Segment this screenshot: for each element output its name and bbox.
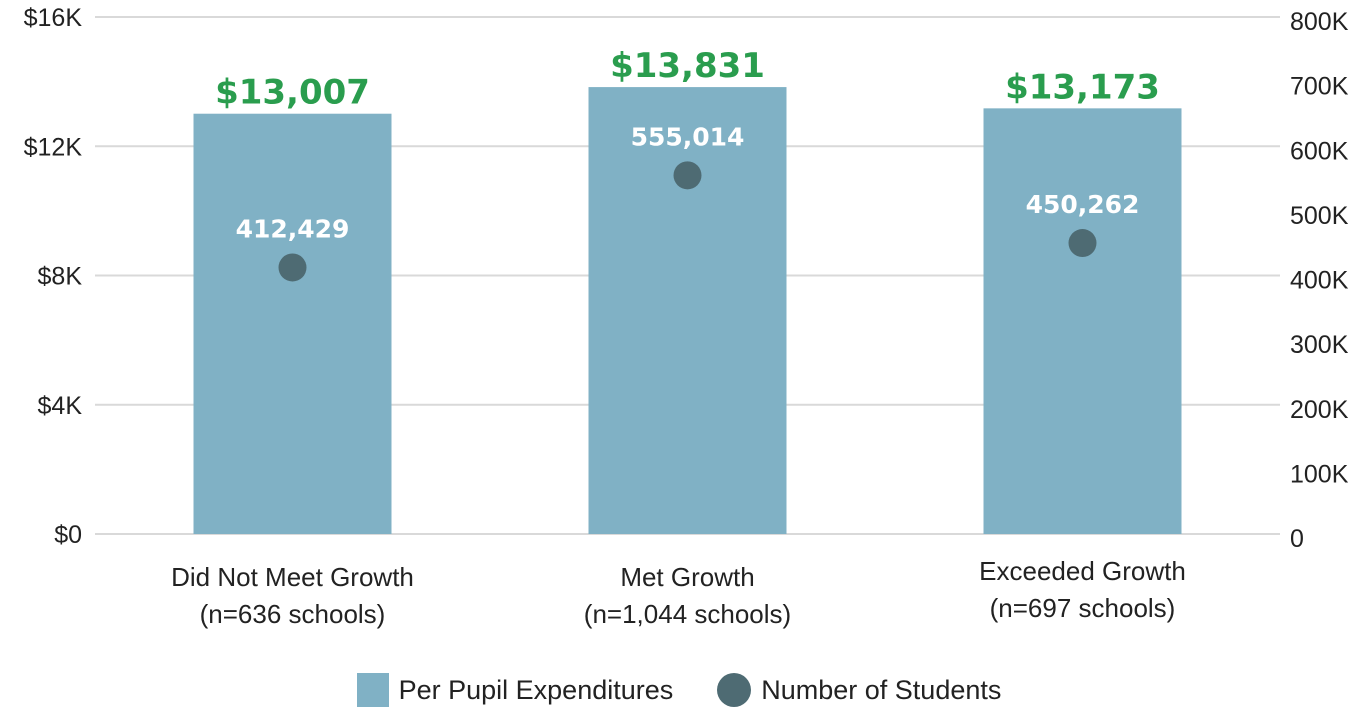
bars: $13,007 $13,831 $13,173	[193, 46, 1182, 535]
student-point	[673, 161, 702, 190]
left-tick-label: $8K	[38, 263, 83, 291]
bar-value-label: $13,831	[610, 46, 765, 86]
right-axis: 0 100K 200K 300K 400K 500K 600K 700K 800K	[1290, 8, 1349, 553]
right-tick-label: 700K	[1290, 73, 1349, 101]
right-tick-label: 300K	[1290, 331, 1349, 359]
bar	[588, 87, 787, 534]
left-tick-label: $12K	[24, 133, 83, 161]
left-tick-label: $0	[54, 521, 82, 549]
right-tick-label: 0	[1290, 525, 1304, 553]
legend-item-expenditures: Per Pupil Expenditures	[356, 673, 674, 707]
right-tick-label: 100K	[1290, 460, 1349, 488]
category-label: Exceeded Growth	[979, 556, 1186, 586]
right-tick-label: 500K	[1290, 202, 1349, 230]
point-value-label: 450,262	[1026, 190, 1140, 219]
points: 412,429 555,014 450,262	[236, 122, 1140, 282]
bar-value-label: $13,007	[215, 73, 370, 113]
student-point	[278, 253, 307, 282]
legend: Per Pupil Expenditures Number of Student…	[0, 668, 1358, 712]
chart-canvas: $0 $4K $8K $12K $16K 0 100K 200K 300K 400K 500K 60…	[24, 4, 1349, 629]
category-labels: Did Not Meet Growth (n=636 schools) Met Gr…	[171, 556, 1186, 629]
legend-item-students: Number of Students	[717, 673, 1001, 707]
left-tick-label: $4K	[38, 392, 83, 420]
category-sublabel: (n=697 schools)	[990, 593, 1176, 623]
category-sublabel: (n=636 schools)	[200, 599, 386, 629]
legend-bar-swatch	[356, 673, 389, 707]
category-sublabel: (n=1,044 schools)	[584, 599, 791, 629]
legend-dot-swatch	[717, 673, 752, 707]
student-point	[1068, 229, 1097, 258]
legend-label-expenditures: Per Pupil Expenditures	[398, 674, 674, 705]
category-label: Met Growth	[620, 562, 754, 592]
point-value-label: 412,429	[236, 214, 350, 243]
bar	[983, 108, 1182, 534]
left-axis: $0 $4K $8K $12K $16K	[24, 4, 83, 549]
right-tick-label: 600K	[1290, 137, 1349, 165]
legend-label-students: Number of Students	[761, 674, 1002, 705]
point-value-label: 555,014	[631, 122, 745, 151]
bar	[193, 113, 392, 535]
right-tick-label: 200K	[1290, 396, 1349, 424]
right-tick-label: 800K	[1290, 8, 1349, 36]
category-label: Did Not Meet Growth	[171, 562, 414, 592]
left-tick-label: $16K	[24, 4, 83, 32]
right-tick-label: 400K	[1290, 267, 1349, 295]
bar-value-label: $13,173	[1005, 67, 1160, 107]
